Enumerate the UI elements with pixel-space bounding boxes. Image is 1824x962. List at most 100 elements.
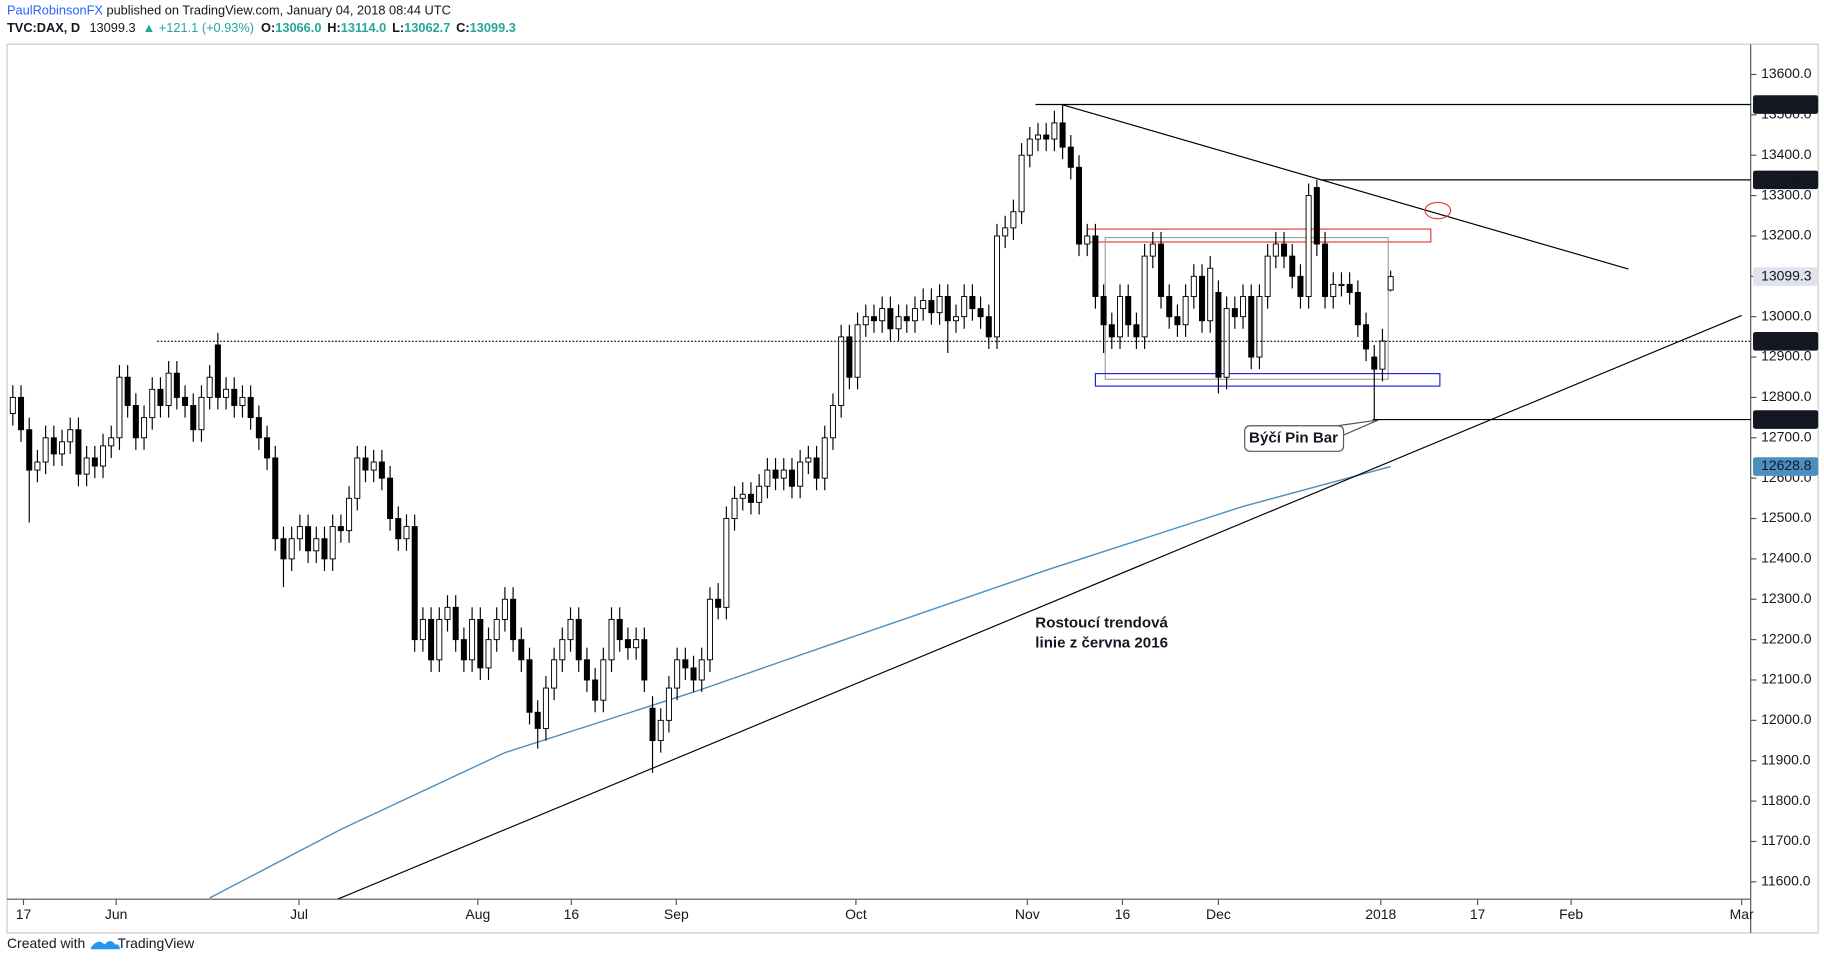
x-tick-label: 16 bbox=[564, 906, 580, 922]
candle-body bbox=[305, 526, 312, 552]
x-tick-label: Jul bbox=[290, 906, 308, 922]
candle-body bbox=[141, 417, 148, 439]
zone bbox=[1104, 236, 1389, 380]
candle-body bbox=[739, 493, 746, 499]
candle-body bbox=[272, 457, 279, 540]
x-tick-label: Nov bbox=[1015, 906, 1040, 922]
candle-body bbox=[1117, 296, 1124, 338]
candle-body bbox=[387, 477, 394, 519]
candle-body bbox=[337, 526, 344, 532]
y-tick-label: 11600.0 bbox=[1761, 873, 1811, 889]
candle-body bbox=[1281, 243, 1288, 257]
level-label-box bbox=[1753, 457, 1819, 476]
candle-body bbox=[993, 235, 1000, 338]
candle-body bbox=[797, 461, 804, 487]
candle-body bbox=[1371, 356, 1378, 370]
candle-body bbox=[1108, 324, 1115, 338]
candle-body bbox=[649, 707, 656, 742]
candle-body bbox=[780, 469, 787, 479]
candle-body bbox=[18, 396, 25, 431]
candle-body bbox=[665, 687, 672, 721]
candle-body bbox=[1338, 283, 1345, 287]
candle-body bbox=[370, 461, 377, 471]
candle-body bbox=[255, 417, 262, 439]
candle-body bbox=[1075, 166, 1083, 245]
candle-body bbox=[1034, 134, 1042, 140]
y-tick-label: 11700.0 bbox=[1761, 832, 1811, 848]
candle-body bbox=[1018, 154, 1025, 213]
candle-body bbox=[26, 429, 33, 471]
author[interactable]: PaulRobinsonFX bbox=[7, 3, 103, 18]
annotation: Rostoucí trendová bbox=[1035, 614, 1168, 631]
candle-body bbox=[747, 493, 754, 503]
candle-body bbox=[1092, 235, 1099, 297]
candle-body bbox=[1322, 243, 1329, 297]
candle-body bbox=[887, 308, 894, 330]
footer-brand[interactable]: TradingView bbox=[118, 935, 196, 951]
candle-body bbox=[1190, 275, 1197, 297]
candle-body bbox=[821, 437, 828, 479]
level-label: 12938.9 bbox=[1761, 332, 1812, 348]
candle-body bbox=[854, 324, 861, 378]
candle-body bbox=[173, 372, 180, 398]
candle-body bbox=[641, 639, 648, 681]
candle-body bbox=[264, 437, 271, 459]
y-tick-label: 13200.0 bbox=[1761, 227, 1812, 243]
candle-body bbox=[1043, 134, 1050, 140]
candle-body bbox=[551, 659, 558, 689]
published: published on TradingView.com, January 04… bbox=[103, 3, 451, 18]
level-label-box bbox=[1753, 267, 1819, 286]
y-tick-label: 12400.0 bbox=[1761, 550, 1812, 566]
candle-body bbox=[1059, 122, 1066, 148]
candle-body bbox=[59, 441, 66, 455]
candle-body bbox=[452, 606, 459, 641]
candle-body bbox=[346, 497, 353, 532]
candle-body bbox=[985, 316, 992, 338]
candle-body bbox=[108, 437, 115, 447]
x-tick-label: 17 bbox=[16, 906, 32, 922]
frame bbox=[6, 43, 1819, 934]
candle-body bbox=[1199, 275, 1206, 322]
candle-body bbox=[1133, 324, 1140, 338]
y-tick-label: 13600.0 bbox=[1761, 65, 1812, 81]
level-label: 12745.2 bbox=[1761, 410, 1812, 426]
price: 13099.3 bbox=[89, 20, 135, 35]
candle-body bbox=[690, 667, 697, 681]
candle-body bbox=[321, 538, 328, 560]
candle-body bbox=[772, 469, 779, 479]
candle-body bbox=[1240, 296, 1247, 318]
candle-body bbox=[879, 308, 886, 322]
candle-body bbox=[493, 618, 500, 641]
annotation: Býčí Pin Bar bbox=[1249, 430, 1338, 447]
candle-body bbox=[477, 618, 484, 669]
candle-body bbox=[157, 388, 164, 406]
candle-body bbox=[34, 461, 41, 471]
level-label-box bbox=[1753, 170, 1819, 190]
candle-body bbox=[214, 344, 221, 398]
candle-body bbox=[731, 497, 738, 519]
y-tick-label: 13300.0 bbox=[1761, 186, 1812, 202]
y-tick-label: 13400.0 bbox=[1761, 146, 1812, 162]
ohlc-value: 13099.3 bbox=[470, 20, 516, 35]
x-tick-label: 17 bbox=[1470, 906, 1486, 922]
footer-created: Created with bbox=[7, 935, 85, 951]
candle-body bbox=[567, 618, 574, 641]
candle-body bbox=[149, 388, 156, 419]
level-label-box bbox=[1753, 332, 1819, 351]
candle-body bbox=[928, 300, 935, 314]
candle-body bbox=[870, 316, 877, 322]
y-tick-label: 11800.0 bbox=[1761, 792, 1811, 808]
candle-body bbox=[83, 457, 90, 475]
candle-body bbox=[895, 316, 902, 330]
candle-body bbox=[280, 538, 287, 560]
candle-body bbox=[764, 469, 771, 487]
candle-body bbox=[952, 316, 959, 322]
y-tick-label: 12200.0 bbox=[1761, 630, 1812, 646]
candle-body bbox=[288, 538, 295, 560]
candle-body bbox=[239, 396, 246, 406]
candle-body bbox=[1248, 296, 1255, 358]
candle-body bbox=[698, 659, 705, 681]
y-tick-label: 12700.0 bbox=[1761, 428, 1812, 444]
candle-body bbox=[756, 485, 763, 503]
candle-body bbox=[67, 429, 74, 443]
